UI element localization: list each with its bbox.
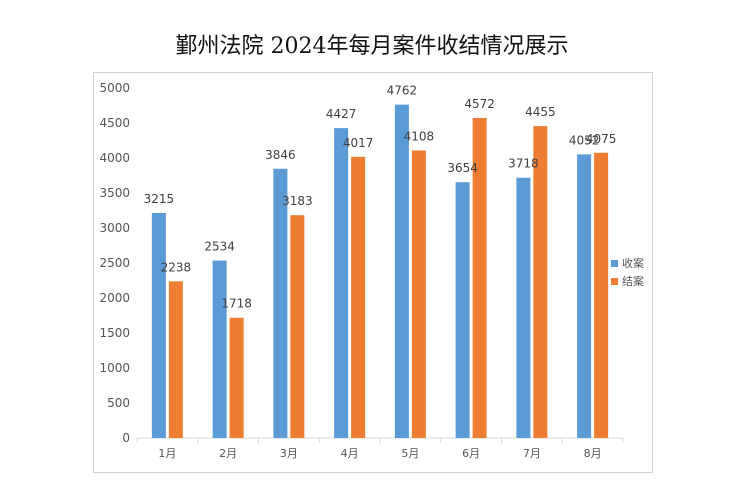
bar-received [212, 260, 227, 438]
legend-label: 收案 [622, 256, 644, 270]
chart-title: 鄞州法院 2024年每月案件收结情况展示 [175, 34, 569, 59]
y-tick-label: 2000 [99, 291, 130, 305]
bar-received [334, 128, 349, 439]
y-tick-label: 3500 [99, 186, 130, 200]
data-label: 4455 [525, 105, 556, 119]
x-tick-label: 3月 [280, 447, 298, 460]
bar-closed [594, 152, 609, 438]
x-tick-label: 4月 [341, 447, 359, 460]
data-label: 3718 [508, 157, 539, 171]
x-tick-label: 2月 [219, 447, 237, 460]
legend-swatch [611, 260, 618, 267]
y-tick-label: 5000 [99, 81, 130, 95]
bar-received [516, 177, 531, 439]
data-label: 4108 [404, 129, 435, 143]
y-tick-label: 4500 [99, 116, 130, 130]
bar-received [151, 212, 166, 438]
data-labels: 3215 2238 2534 1718 3846 3183 4427 4017 4762 4108… [144, 84, 617, 311]
y-tick-label: 1500 [99, 326, 130, 340]
x-tick-label: 7月 [523, 447, 541, 460]
legend-label: 结案 [622, 274, 644, 288]
y-tick-label: 500 [107, 396, 130, 410]
bar-closed [472, 117, 487, 439]
x-tick-label: 6月 [462, 447, 480, 460]
x-tick-label: 5月 [401, 447, 419, 460]
x-tick-label: 8月 [584, 447, 602, 460]
bar-closed [168, 281, 183, 438]
y-tick-label: 3000 [99, 221, 130, 235]
legend-swatch [611, 278, 618, 285]
chart-frame [93, 72, 653, 473]
bar-closed [351, 156, 366, 438]
data-label: 3183 [282, 194, 313, 208]
data-label: 4427 [326, 107, 357, 121]
bars [151, 104, 609, 439]
y-tick-label: 1000 [99, 361, 130, 375]
y-tick-label: 4000 [99, 151, 130, 165]
data-label: 4052 [569, 133, 600, 147]
y-tick-label: 0 [122, 431, 130, 445]
data-label: 3215 [144, 192, 175, 206]
bar-closed [229, 317, 244, 438]
data-label: 4075 [586, 132, 617, 146]
data-label: 4762 [387, 84, 418, 98]
bar-received [455, 182, 470, 438]
bar-received [273, 168, 288, 438]
bar-received [577, 154, 592, 439]
bar-received [394, 104, 409, 438]
bar-closed [290, 215, 305, 438]
bar-closed [411, 150, 426, 438]
data-label: 1718 [221, 297, 252, 311]
data-label: 4017 [343, 136, 374, 150]
data-label: 3846 [265, 148, 296, 162]
data-label: 2534 [204, 240, 235, 254]
bar-closed [533, 126, 548, 439]
data-label: 2238 [161, 260, 192, 274]
data-label: 3654 [447, 161, 478, 175]
x-tick-label: 1月 [158, 447, 176, 460]
y-tick-label: 2500 [99, 256, 130, 270]
data-label: 4572 [464, 97, 495, 111]
